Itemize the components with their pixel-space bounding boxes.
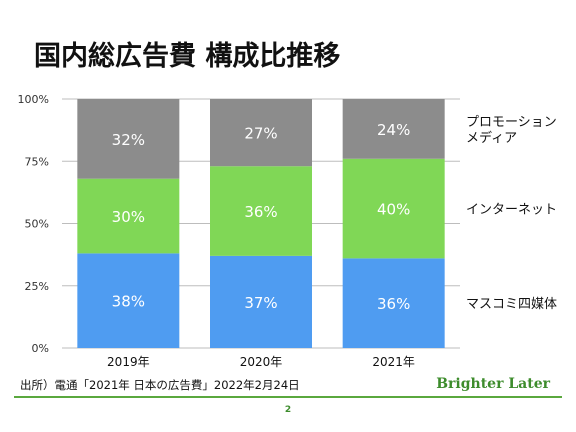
legend-label: プロモーション <box>466 115 557 130</box>
data-label: 36% <box>244 203 277 221</box>
data-label: 27% <box>244 125 277 143</box>
data-label: 38% <box>112 293 145 311</box>
footer-divider <box>14 396 562 398</box>
y-tick-label: 0% <box>32 342 49 355</box>
legend-label: インターネット <box>466 203 557 218</box>
bar-segment <box>210 99 312 167</box>
bar-segment <box>342 99 445 159</box>
bar-segment <box>210 166 312 256</box>
data-label: 36% <box>377 295 410 313</box>
bar-segment <box>77 178 180 254</box>
y-tick-label: 25% <box>25 280 49 293</box>
bar-segment <box>210 255 312 348</box>
data-label: 24% <box>377 121 410 139</box>
stacked-bar-chart: 0% 25% 50% 75% 100% 38% 30% 32% 2019年 37% 36% 27% 20… <box>18 93 557 369</box>
x-tick-label: 2020年 <box>240 355 283 369</box>
y-tick-label: 75% <box>25 155 49 168</box>
bar-segment <box>342 258 445 348</box>
page-title: 国内総広告費 構成比推移 <box>34 41 341 72</box>
bar-segment <box>342 158 445 259</box>
data-label: 40% <box>377 201 410 219</box>
brand-logo: Brighter Later <box>436 376 550 392</box>
data-label: 32% <box>112 131 145 149</box>
source-note: 出所）電通「2021年 日本の広告費」2022年2月24日 <box>20 378 300 392</box>
legend-label: メディア <box>466 130 517 146</box>
x-tick-label: 2019年 <box>107 355 150 369</box>
bar-segment <box>77 253 180 348</box>
y-tick-label: 50% <box>25 218 49 231</box>
data-label: 30% <box>112 208 145 226</box>
bar-segment <box>77 99 180 179</box>
page-number: 2 <box>284 405 292 415</box>
legend-label: マスコミ四媒体 <box>466 297 557 312</box>
y-tick-label: 100% <box>18 93 49 106</box>
data-label: 37% <box>244 294 277 312</box>
x-tick-label: 2021年 <box>372 355 415 369</box>
